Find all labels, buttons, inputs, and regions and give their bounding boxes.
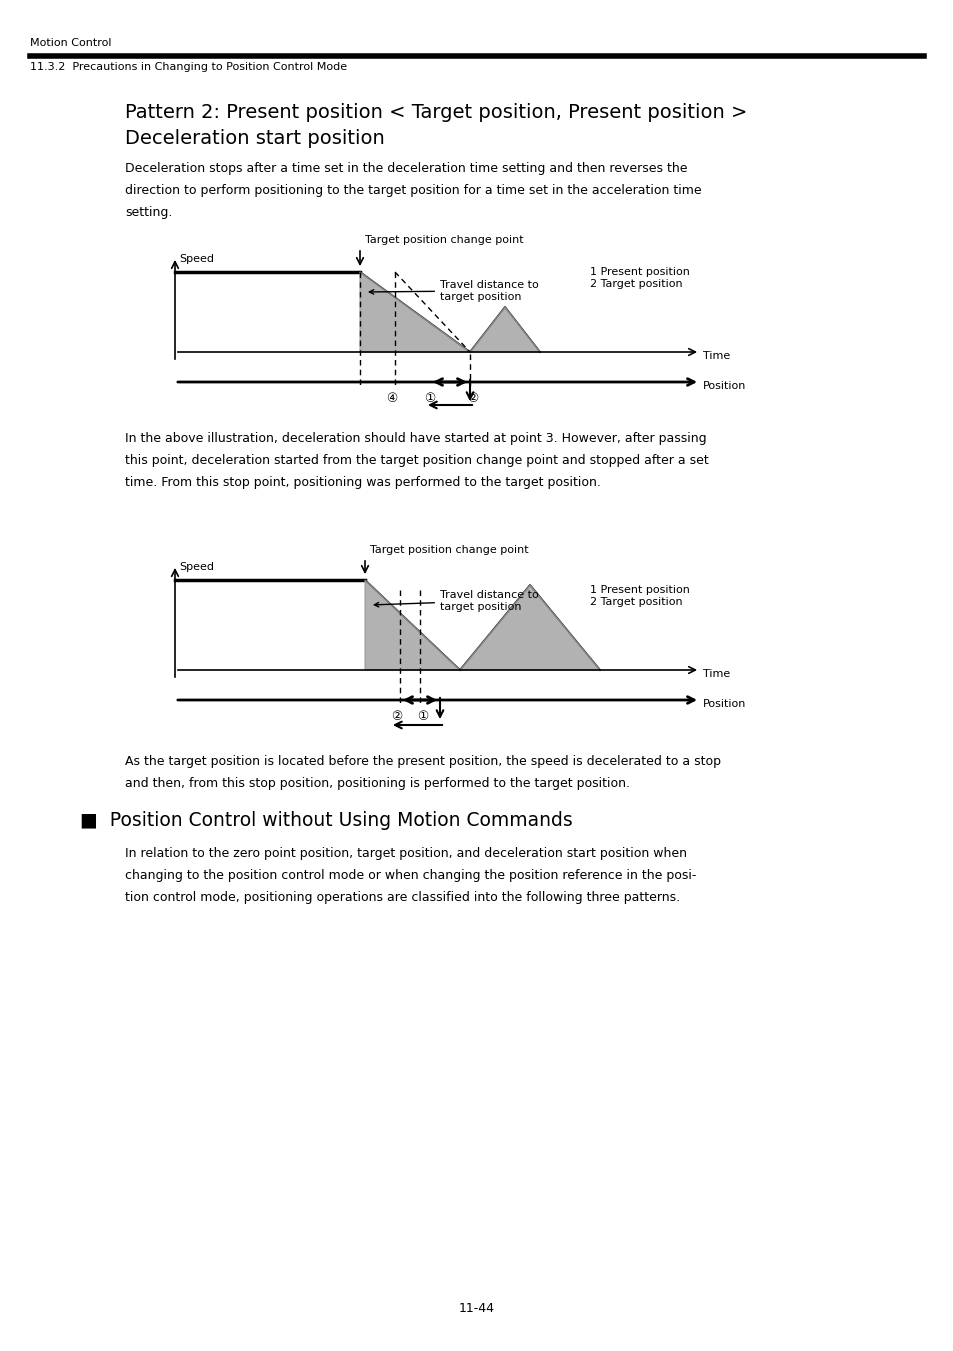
Text: Target position change point: Target position change point [370, 544, 528, 555]
Text: Position: Position [702, 698, 745, 709]
Text: ②: ② [391, 711, 402, 723]
Text: ①: ① [416, 711, 428, 723]
Text: setting.: setting. [125, 205, 172, 219]
Text: ④: ④ [386, 392, 397, 405]
Polygon shape [359, 272, 470, 353]
Text: Travel distance to
target position: Travel distance to target position [374, 590, 538, 612]
Text: Time: Time [702, 351, 729, 361]
Text: Speed: Speed [179, 562, 213, 571]
Polygon shape [470, 307, 539, 353]
Text: tion control mode, positioning operations are classified into the following thre: tion control mode, positioning operation… [125, 892, 679, 904]
Text: this point, deceleration started from the target position change point and stopp: this point, deceleration started from th… [125, 454, 708, 467]
Text: 11.3.2  Precautions in Changing to Position Control Mode: 11.3.2 Precautions in Changing to Positi… [30, 62, 347, 72]
Text: Travel distance to
target position: Travel distance to target position [369, 280, 538, 301]
Text: Motion Control: Motion Control [30, 38, 112, 49]
Text: time. From this stop point, positioning was performed to the target position.: time. From this stop point, positioning … [125, 476, 600, 489]
Text: ②: ② [467, 392, 478, 405]
Text: direction to perform positioning to the target position for a time set in the ac: direction to perform positioning to the … [125, 184, 700, 197]
Text: ①: ① [424, 392, 436, 405]
Text: 1 Present position
2 Target position: 1 Present position 2 Target position [589, 585, 689, 607]
Text: ■  Position Control without Using Motion Commands: ■ Position Control without Using Motion … [80, 811, 572, 830]
Text: and then, from this stop position, positioning is performed to the target positi: and then, from this stop position, posit… [125, 777, 629, 790]
Polygon shape [459, 585, 599, 670]
Text: 1 Present position
2 Target position: 1 Present position 2 Target position [589, 267, 689, 289]
Text: Deceleration stops after a time set in the deceleration time setting and then re: Deceleration stops after a time set in t… [125, 162, 687, 176]
Text: In the above illustration, deceleration should have started at point 3. However,: In the above illustration, deceleration … [125, 432, 706, 444]
Text: 11-44: 11-44 [458, 1302, 495, 1315]
Text: Pattern 2: Present position < Target position, Present position >: Pattern 2: Present position < Target pos… [125, 103, 746, 122]
Text: Deceleration start position: Deceleration start position [125, 128, 384, 149]
Text: Position: Position [702, 381, 745, 390]
Polygon shape [365, 580, 459, 670]
Text: As the target position is located before the present position, the speed is dece: As the target position is located before… [125, 755, 720, 767]
Text: Time: Time [702, 669, 729, 680]
Text: Target position change point: Target position change point [365, 235, 523, 245]
Text: changing to the position control mode or when changing the position reference in: changing to the position control mode or… [125, 869, 696, 882]
Text: In relation to the zero point position, target position, and deceleration start : In relation to the zero point position, … [125, 847, 686, 861]
Text: Speed: Speed [179, 254, 213, 263]
